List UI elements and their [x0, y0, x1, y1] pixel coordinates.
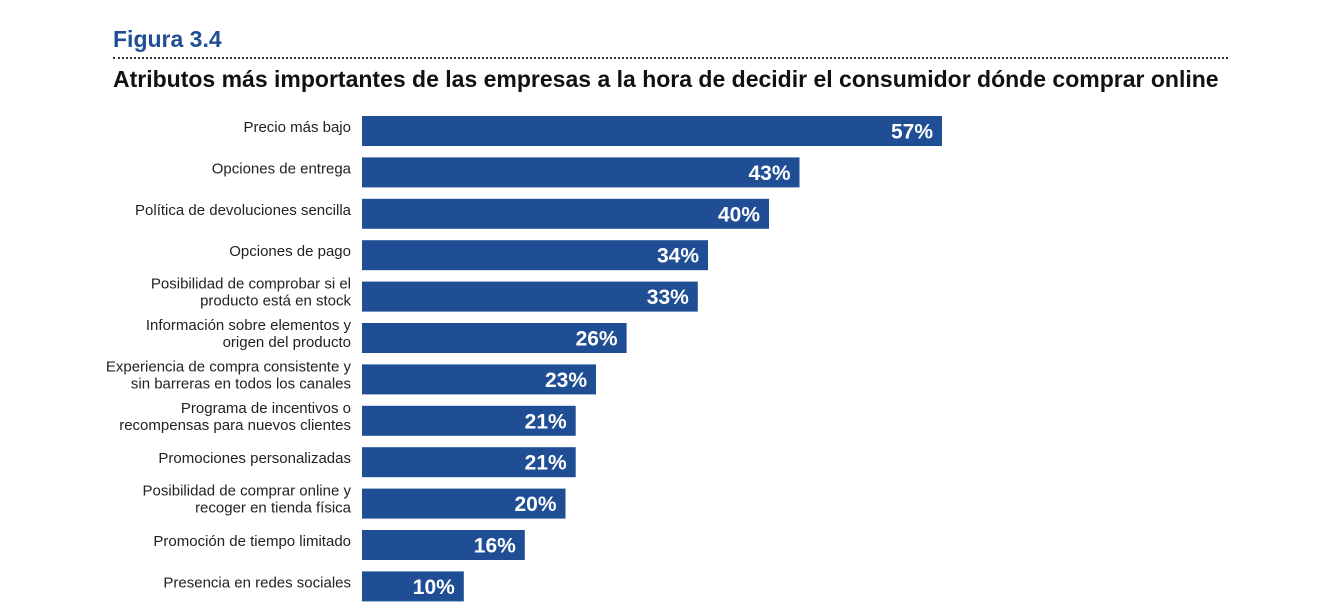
- category-label: Posibilidad de comprobar si el producto e…: [151, 276, 352, 310]
- bar: [362, 116, 942, 146]
- figure-number: Figura 3.4: [113, 26, 222, 52]
- category-label: Experiencia de compra consistente y sin b…: [106, 358, 352, 392]
- bar: [362, 405, 576, 436]
- category-label: Promociones personalizadas: [158, 450, 351, 467]
- category-label: Opciones de pago: [229, 243, 351, 260]
- bar-value-label: 34%: [657, 245, 699, 268]
- bar: [362, 571, 464, 602]
- bar: [362, 488, 566, 519]
- category-label: Presencia en redes sociales: [163, 574, 351, 591]
- category-label: Programa de incentivos o recompensas para…: [119, 400, 351, 434]
- category-label: Información sobre elementos y origen del …: [146, 317, 352, 351]
- figure-title: Atributos más importantes de las empresa…: [113, 66, 1219, 92]
- bar: [362, 323, 627, 353]
- category-label: Promoción de tiempo limitado: [153, 533, 351, 550]
- bar-value-label: 20%: [514, 493, 556, 516]
- bar-value-label: 33%: [647, 286, 689, 309]
- bar-value-label: 43%: [748, 162, 790, 185]
- bar-value-label: 21%: [525, 452, 567, 475]
- bar-value-label: 23%: [545, 369, 587, 392]
- bar: [362, 198, 769, 229]
- category-label: Posibilidad de comprar online y recoger e…: [143, 483, 352, 517]
- bar-value-label: 21%: [525, 410, 567, 433]
- bar: [362, 447, 576, 478]
- bar-value-label: 26%: [576, 328, 618, 351]
- bar-value-label: 16%: [474, 535, 516, 558]
- bar-value-label: 57%: [891, 121, 933, 144]
- bar: [362, 281, 698, 312]
- bar: [362, 240, 708, 271]
- bar: [362, 364, 596, 395]
- bar-value-label: 40%: [718, 203, 760, 226]
- category-label: Política de devoluciones sencilla: [135, 202, 352, 219]
- dotted-divider: [113, 57, 1228, 59]
- bar: [362, 157, 800, 188]
- bar-value-label: 10%: [413, 576, 455, 599]
- bar: [362, 530, 525, 560]
- category-label: Opciones de entrega: [212, 160, 352, 177]
- category-label: Precio más bajo: [243, 119, 351, 136]
